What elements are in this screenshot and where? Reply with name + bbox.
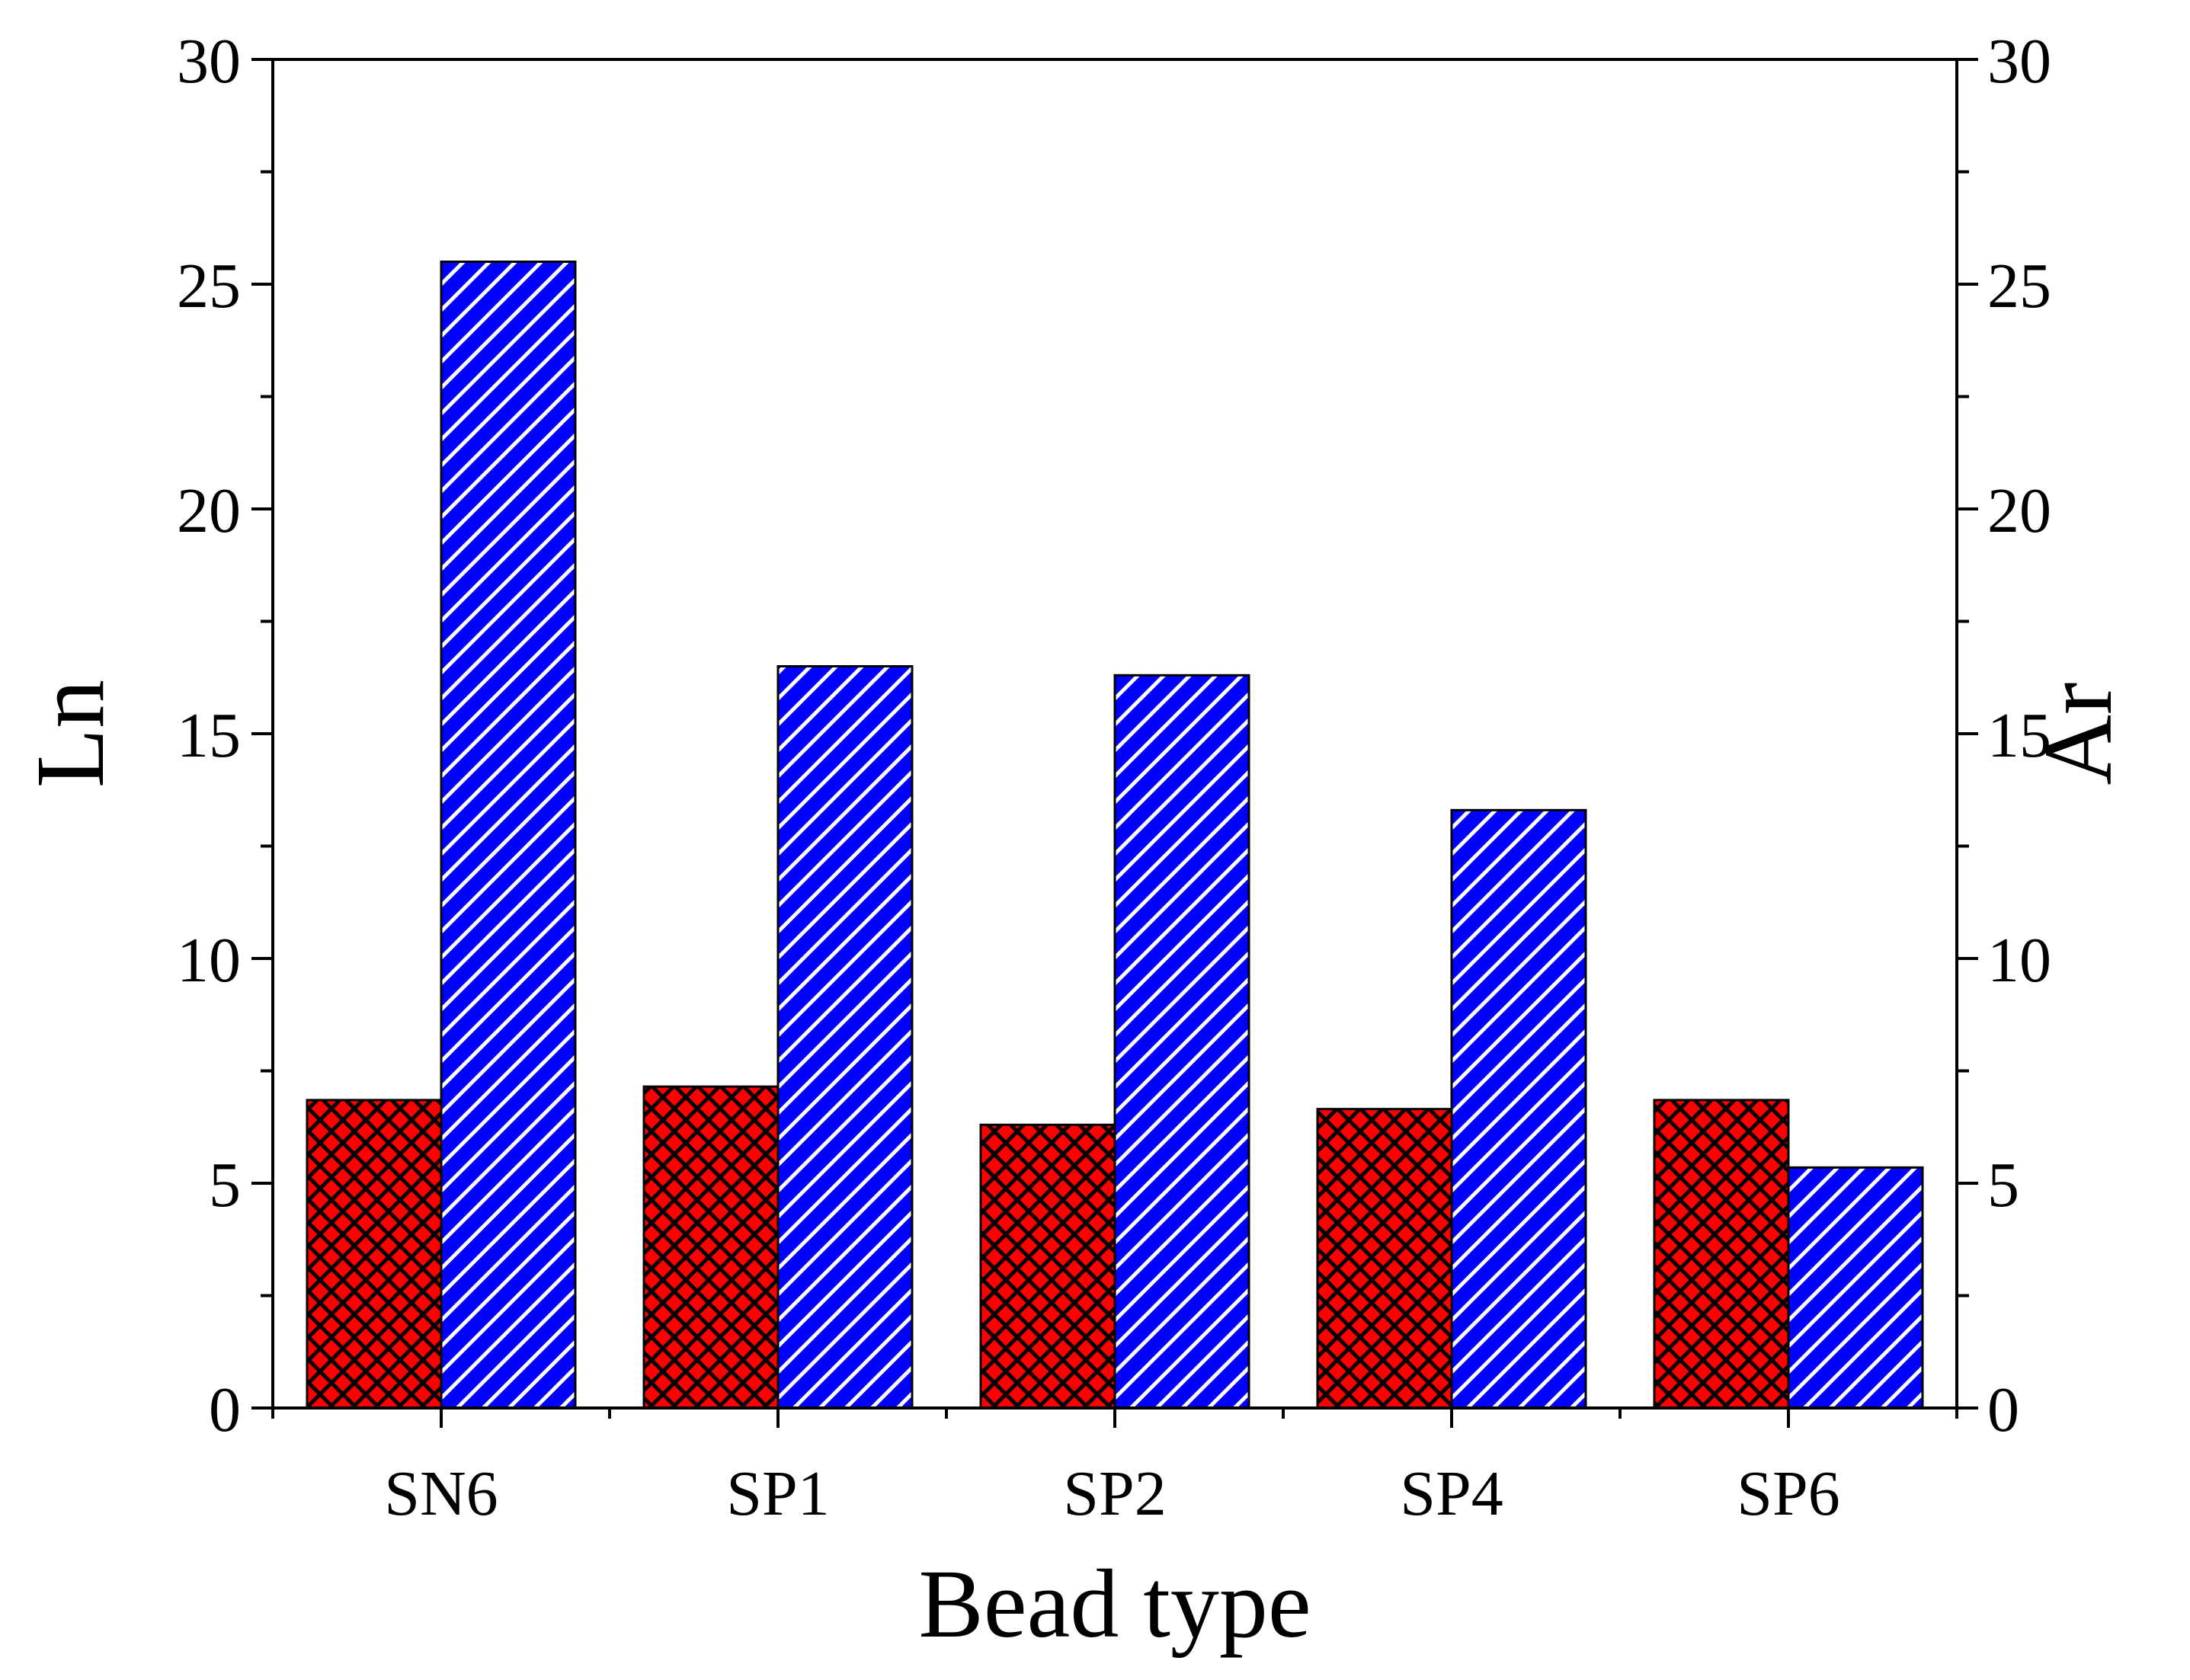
labels-layer: Bead type Ln Ar 0 0 5 5 10 10 15 15 20 20 25 25 30 30… — [16, 26, 2132, 1658]
bar-ar-sp6 — [1787, 1166, 1924, 1410]
y-right-tick-label: 15 — [1987, 700, 2051, 771]
y-left-tick-label: 0 — [209, 1374, 241, 1445]
x-tick-label-sp4: SP4 — [1400, 1458, 1503, 1529]
x-tick-label-sn6: SN6 — [384, 1458, 498, 1529]
y-left-tick-label: 15 — [177, 700, 241, 771]
bar-ar-sp4 — [1450, 808, 1587, 1410]
y-axis-left-title: Ln — [16, 680, 124, 788]
bar-ar-sp1 — [776, 665, 914, 1410]
bar-ln-sp4 — [1316, 1108, 1453, 1410]
y-left-tick-label: 10 — [177, 925, 241, 996]
x-tick-label-sp2: SP2 — [1063, 1458, 1166, 1529]
x-tick-label-sp1: SP1 — [726, 1458, 829, 1529]
y-right-tick-label: 5 — [1987, 1150, 2019, 1221]
y-right-tick-label: 25 — [1987, 251, 2051, 322]
bar-ar-sp2 — [1113, 674, 1250, 1410]
y-right-tick-label: 30 — [1987, 26, 2051, 97]
bars-layer — [306, 261, 1924, 1410]
x-tick-label-sp6: SP6 — [1737, 1458, 1839, 1529]
y-left-tick-label: 25 — [177, 251, 241, 322]
bar-ln-sp2 — [979, 1123, 1116, 1410]
x-axis-title: Bead type — [918, 1550, 1311, 1658]
y-left-tick-label: 20 — [177, 475, 241, 546]
y-right-tick-label: 0 — [1987, 1374, 2019, 1445]
axes-layer — [251, 58, 1978, 1428]
bar-ln-sn6 — [306, 1099, 443, 1410]
bar-ar-sn6 — [440, 261, 577, 1410]
bar-ln-sp6 — [1653, 1099, 1790, 1410]
y-axis-right-title: Ar — [2024, 682, 2132, 785]
bar-ln-sp1 — [642, 1085, 780, 1410]
y-right-tick-label: 10 — [1987, 925, 2051, 996]
y-right-tick-label: 20 — [1987, 475, 2051, 546]
y-left-tick-label: 30 — [177, 26, 241, 97]
y-left-tick-label: 5 — [209, 1150, 241, 1221]
